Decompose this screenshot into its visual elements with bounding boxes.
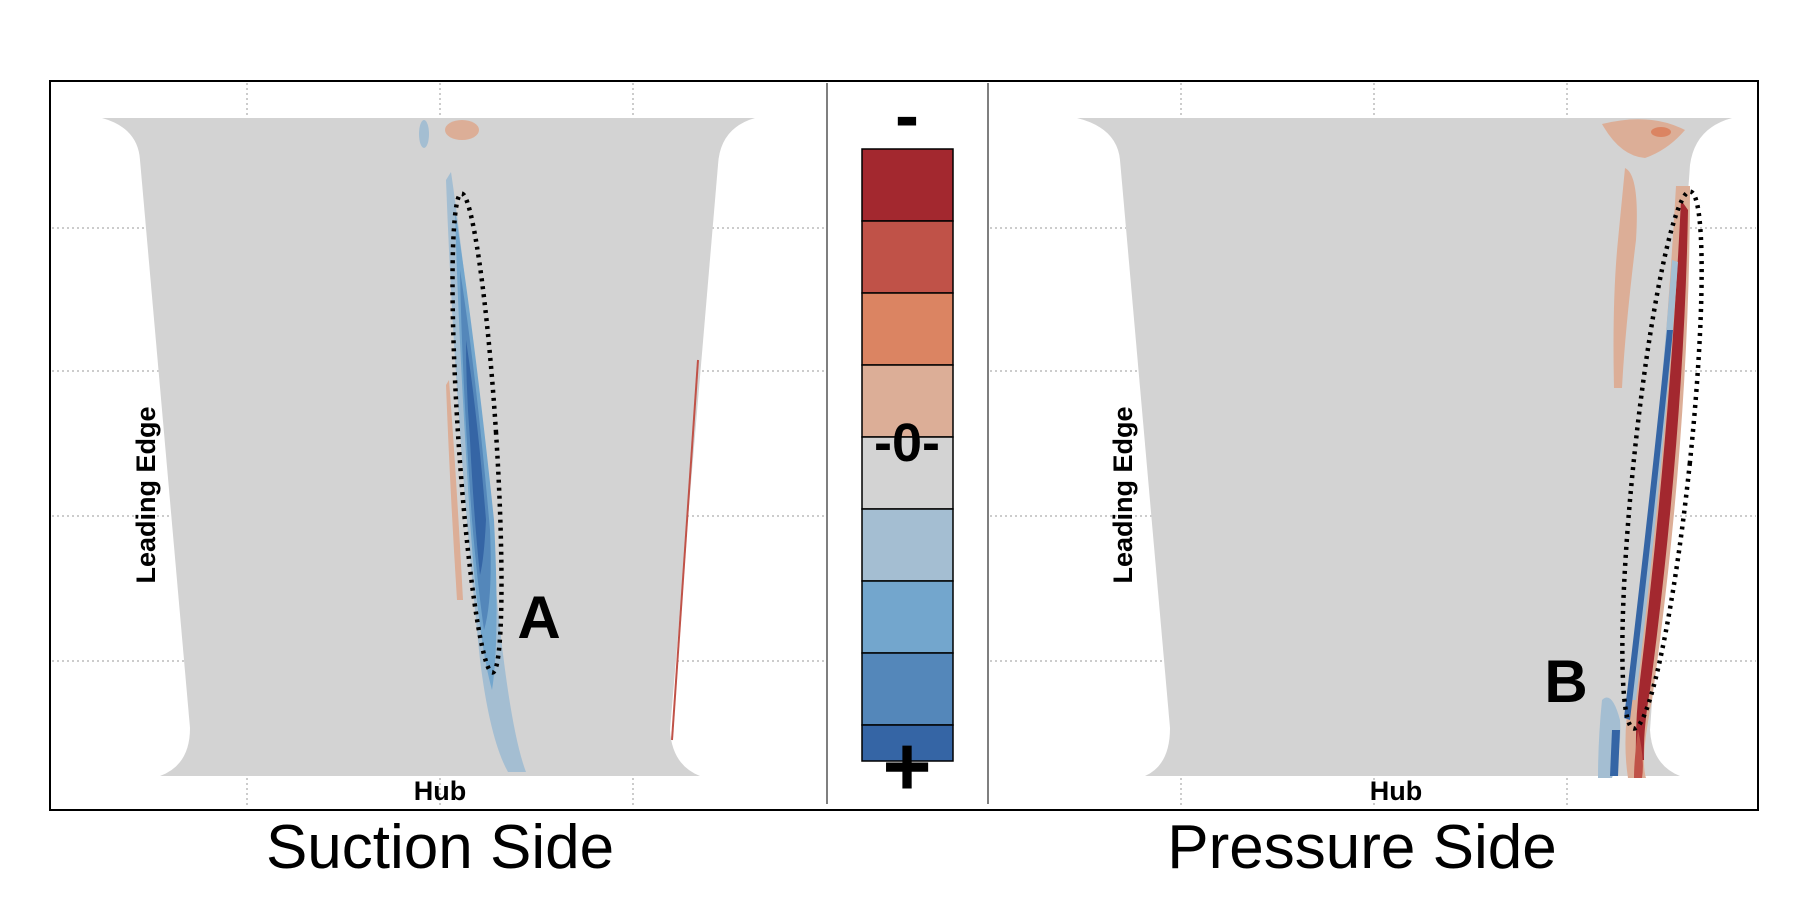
- left-hub-label: Hub: [414, 776, 466, 806]
- pressure-blade: [1077, 118, 1732, 776]
- region-b-marker: B: [1544, 648, 1587, 715]
- colorbar-swatches: [861, 148, 954, 762]
- suction-contours: [419, 120, 699, 772]
- suction-side-title: Suction Side: [265, 813, 615, 882]
- pressure-side-panel: B Leading Edge Hub: [990, 83, 1756, 806]
- colorbar-swatch: [861, 364, 954, 438]
- suction-blade: [102, 118, 755, 776]
- colorbar-swatch: [861, 724, 954, 762]
- colorbar-swatch: [861, 148, 954, 222]
- right-hub-label: Hub: [1370, 776, 1422, 806]
- right-leading-edge-label: Leading Edge: [1108, 406, 1138, 583]
- pressure-contours: [1598, 119, 1690, 778]
- region-a-marker: A: [517, 584, 560, 651]
- colorbar: - -0- +: [861, 76, 954, 813]
- suction-side-panel: A Leading Edge Hub: [52, 83, 825, 806]
- pressure-side-title: Pressure Side: [1167, 813, 1557, 882]
- region-b-outline: [1620, 189, 1704, 731]
- region-a-outline: [450, 191, 504, 675]
- colorbar-swatch: [861, 508, 954, 582]
- colorbar-swatch: [861, 652, 954, 726]
- colorbar-minus-label: -: [895, 76, 919, 156]
- colorbar-swatch: [861, 292, 954, 366]
- colorbar-swatch: [861, 580, 954, 654]
- colorbar-plus-label: +: [882, 719, 931, 813]
- colorbar-zero-label: -0-: [874, 413, 940, 473]
- left-leading-edge-label: Leading Edge: [131, 406, 161, 583]
- colorbar-swatch: [861, 220, 954, 294]
